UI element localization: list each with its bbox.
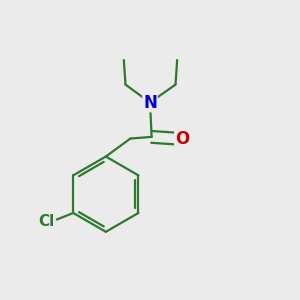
Text: N: N	[143, 94, 157, 112]
Text: Cl: Cl	[38, 214, 55, 229]
Text: O: O	[175, 130, 189, 148]
